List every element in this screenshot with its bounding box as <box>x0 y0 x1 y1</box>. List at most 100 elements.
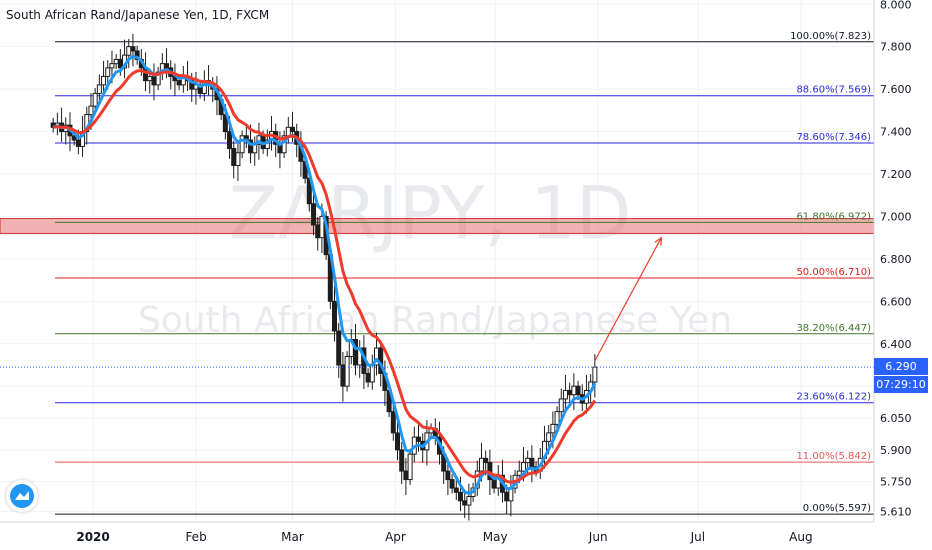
price-tick-label: 6.800 <box>880 253 912 266</box>
fib-label: 50.00%(6.710) <box>796 267 871 278</box>
price-tick-label: 8.000 <box>880 0 912 11</box>
ema-slow-line <box>52 69 597 484</box>
candle-body <box>546 432 552 442</box>
candle-body <box>462 500 468 506</box>
candle-body <box>336 330 342 366</box>
candle-body <box>550 423 556 434</box>
price-tick-label: 7.800 <box>880 41 912 54</box>
candle-body <box>403 470 409 481</box>
candle-body <box>445 470 451 481</box>
projection-arrow[interactable] <box>594 236 662 362</box>
candle-body <box>592 366 598 383</box>
candle-body <box>290 126 296 133</box>
fib-label: 88.60%(7.569) <box>796 85 871 96</box>
price-tick-label: 6.050 <box>880 412 912 425</box>
fibonacci-retracement[interactable]: 100.00%(7.823) 88.60%(7.569) 78.60%(7.346)… <box>55 31 874 515</box>
candle-body <box>554 411 560 425</box>
candle-body <box>113 58 119 65</box>
last-price-badge: 6.290 <box>874 358 928 376</box>
candle-body <box>75 139 81 147</box>
arrow-line <box>594 237 662 362</box>
resistance-zone[interactable] <box>0 218 875 234</box>
fib-label: 0.00%(5.597) <box>803 503 871 514</box>
watermark-symbol: ZARJPY, 1D <box>229 171 632 255</box>
candle-body <box>92 92 98 107</box>
candle-body <box>227 131 233 150</box>
fib-label: 23.60%(6.122) <box>796 392 871 403</box>
candle-body <box>222 114 228 133</box>
logo-icon <box>10 484 34 508</box>
symbol-title: South African Rand/Japanese Yen, 1D, FXC… <box>6 8 270 22</box>
arrow-head <box>654 236 662 246</box>
candle-body <box>483 457 489 464</box>
candle-body <box>575 385 581 396</box>
candle-body <box>571 385 577 396</box>
candles <box>50 33 598 521</box>
resistance-zone-rect <box>0 218 875 234</box>
price-tick-label: 5.610 <box>880 505 912 518</box>
candle-body <box>239 135 245 154</box>
candle-body <box>567 389 573 396</box>
price-tick-label: 5.750 <box>880 476 912 489</box>
candle-body <box>71 135 77 141</box>
time-tick-label: May <box>483 530 508 544</box>
price-axis-bg <box>874 0 932 550</box>
candle-body <box>390 411 396 434</box>
candle-body <box>399 449 405 472</box>
candle-body <box>478 457 484 472</box>
candle-body <box>449 479 455 489</box>
price-tick-label: 6.600 <box>880 295 912 308</box>
price-tick-label: 7.600 <box>880 83 912 96</box>
candle-body <box>453 487 459 493</box>
time-tick-label: Jul <box>690 530 705 544</box>
fib-label: 100.00%(7.823) <box>790 31 871 42</box>
candle-body <box>88 105 94 116</box>
candle-body <box>147 75 153 82</box>
candle-body <box>105 67 111 77</box>
candle-body <box>558 398 564 413</box>
candle-body <box>466 496 472 506</box>
time-tick-label: Apr <box>385 530 406 544</box>
fib-label: 11.00%(5.842) <box>796 451 871 462</box>
candle-body <box>315 224 321 239</box>
candle-body <box>516 470 522 476</box>
time-tick-label: Mar <box>281 530 304 544</box>
time-axis-bg <box>0 522 932 550</box>
candle-body <box>344 355 350 387</box>
candle-body <box>562 389 568 400</box>
ema-fast-line <box>52 54 597 495</box>
candle-body <box>311 203 317 226</box>
candle-body <box>235 152 241 167</box>
candle-body <box>415 436 421 442</box>
time-axis[interactable]: 2020 Feb Mar Apr May Jun Jul Aug <box>0 521 932 550</box>
fib-label: 78.60%(7.346) <box>796 132 871 143</box>
candle-body <box>164 63 170 69</box>
candle-body <box>151 75 157 86</box>
candle-body <box>126 46 132 56</box>
candle-body <box>340 364 346 387</box>
candle-body <box>176 80 182 86</box>
candle-body <box>155 71 161 86</box>
candle-body <box>101 75 107 86</box>
candle-body <box>130 46 136 52</box>
moving-averages <box>52 54 597 495</box>
candle-body <box>109 63 115 69</box>
candle-body <box>491 479 497 489</box>
countdown-badge: 07:29:10 <box>874 376 928 394</box>
price-tick-label: 7.000 <box>880 210 912 223</box>
candle-body <box>332 300 338 332</box>
fib-label: 38.20%(6.447) <box>796 323 871 334</box>
price-tick-label: 7.400 <box>880 126 912 139</box>
candle-body <box>520 462 526 472</box>
watermark-name: South African Rand/Japanese Yen <box>138 300 732 341</box>
price-tick-label: 5.900 <box>880 444 912 457</box>
tradingview-logo[interactable] <box>6 480 38 512</box>
time-tick-label: 2020 <box>76 530 109 544</box>
watermark: ZARJPY, 1D South African Rand/Japanese Y… <box>138 171 732 341</box>
time-tick-label: Feb <box>185 530 206 544</box>
candle-body <box>525 457 531 464</box>
price-tick-label: 6.400 <box>880 338 912 351</box>
